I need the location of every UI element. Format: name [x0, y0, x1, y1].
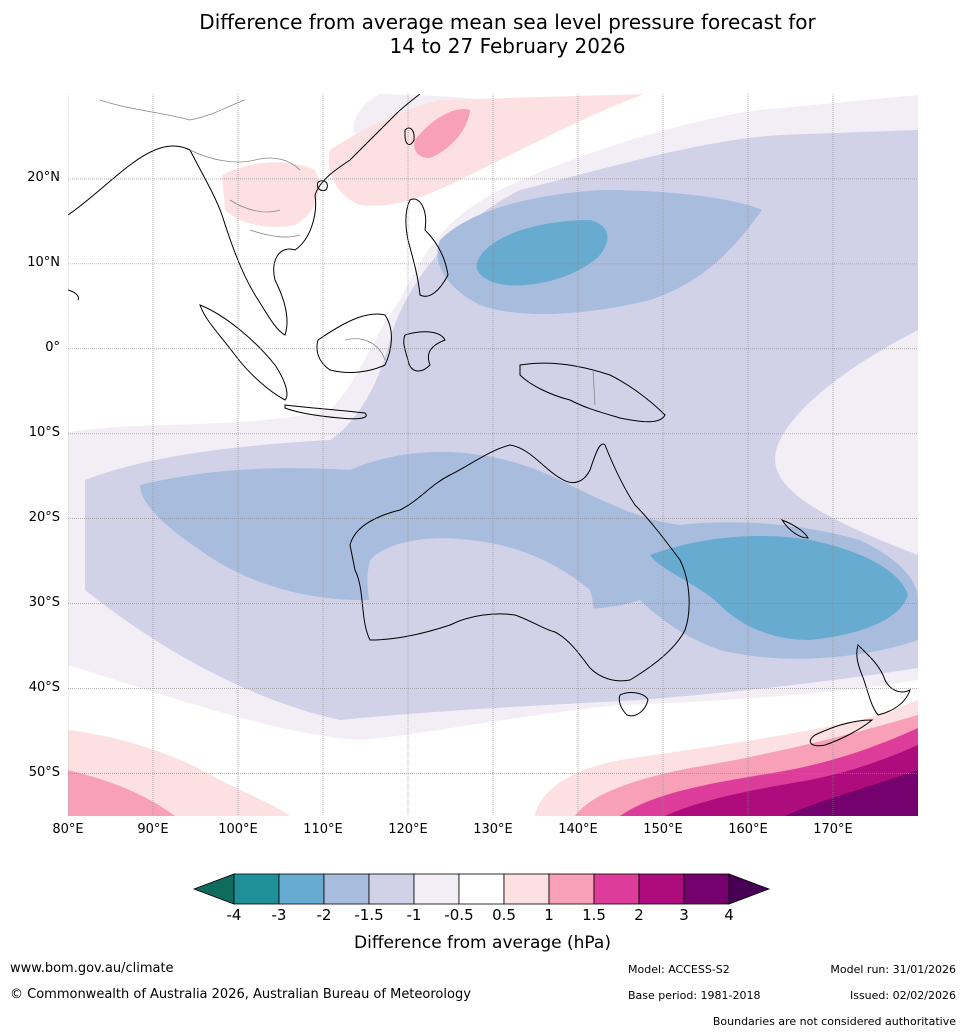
lon-label: 120°E — [388, 822, 428, 837]
coast-java — [284, 404, 367, 420]
colorbar-tick-label: 1 — [544, 906, 554, 924]
coast-philippines — [405, 198, 449, 297]
footer-model: Model: ACCESS-S2 — [628, 963, 730, 976]
coast-india-tip — [68, 289, 79, 301]
colorbar-swatch — [413, 873, 460, 905]
colorbar-swatch — [368, 873, 415, 905]
coast-borneo — [316, 313, 392, 373]
footer-issued: Issued: 02/02/2026 — [849, 989, 956, 1002]
map-title-line2: 14 to 27 February 2026 — [389, 34, 626, 58]
footer-model-run: Model run: 31/01/2026 — [830, 963, 956, 976]
gridlines — [68, 94, 918, 816]
coast-taiwan — [404, 127, 415, 146]
colorbar-tick-label: -1 — [406, 906, 422, 924]
boundaries — [99, 99, 596, 406]
pressure-contours — [68, 94, 918, 816]
footer-website: www.bom.gov.au/climate — [10, 961, 174, 976]
colorbar-tick-label: 4 — [724, 906, 734, 924]
colorbar-swatch — [548, 873, 595, 905]
colorbar-tick-label: 0.5 — [492, 906, 516, 924]
colorbar-tick-label: -1.5 — [354, 906, 384, 924]
colorbar-swatch — [323, 873, 370, 905]
footer-disclaimer: Boundaries are not considered authoritat… — [712, 1015, 956, 1028]
lon-label: 100°E — [218, 822, 258, 837]
colorbar-tick-label: 3 — [679, 906, 689, 924]
lat-label: 20°N — [27, 169, 60, 185]
coast-hainan — [317, 180, 328, 191]
lat-label: 40°S — [28, 679, 60, 695]
colorbar-tick-label: -2 — [316, 906, 332, 924]
colorbar-extend-low — [192, 873, 235, 905]
lon-label: 90°E — [137, 822, 169, 837]
lon-label: 110°E — [303, 822, 343, 837]
coast-asia-mainland — [68, 94, 421, 336]
coastlines — [68, 94, 911, 747]
lon-label: 150°E — [643, 822, 683, 837]
lon-label: 80°E — [52, 822, 84, 837]
colorbar-swatch — [683, 873, 730, 905]
contour-aus-interior — [367, 538, 594, 684]
coast-new-zealand-south — [809, 719, 874, 747]
lat-label: 0° — [45, 339, 60, 355]
colorbar-swatch — [638, 873, 685, 905]
map-title-line1: Difference from average mean sea level p… — [199, 10, 816, 34]
footer-base-period: Base period: 1981-2018 — [628, 989, 761, 1002]
contour-plus-0.5-north — [328, 94, 645, 206]
colorbar-swatch — [278, 873, 325, 905]
colorbar-tick-label: -4 — [226, 906, 242, 924]
contour-plus-3-se — [785, 770, 918, 816]
contour-plus-1-north — [414, 109, 470, 158]
lon-label: 130°E — [473, 822, 513, 837]
colorbar-tick-label: -3 — [271, 906, 287, 924]
colorbar-swatch — [593, 873, 640, 905]
lat-label: 10°S — [28, 424, 60, 440]
contour-plus-0.5-indochina — [222, 162, 319, 227]
map-title: Difference from average mean sea level p… — [0, 10, 965, 58]
colorbar-swatch — [233, 873, 280, 905]
coast-new-zealand-north — [856, 644, 911, 716]
colorbar-swatch — [458, 873, 505, 905]
coast-sumatra — [199, 304, 288, 401]
coast-tasmania — [618, 692, 649, 717]
lat-label: 50°S — [28, 764, 60, 780]
lat-label: 20°S — [28, 509, 60, 525]
colorbar-extend-high — [728, 873, 771, 905]
lat-label: 10°N — [27, 254, 60, 270]
lon-label: 170°E — [813, 822, 853, 837]
contour-minus-2-north — [476, 220, 608, 286]
colorbar-title: Difference from average (hPa) — [354, 933, 611, 953]
coast-new-caledonia — [780, 518, 809, 539]
lon-label: 160°E — [728, 822, 768, 837]
colorbar-tick-label: 2 — [634, 906, 644, 924]
coast-new-guinea — [519, 362, 666, 423]
colorbar-tick-label: 1.5 — [582, 906, 606, 924]
footer-copyright: © Commonwealth of Australia 2026, Austra… — [10, 987, 471, 1002]
coast-sulawesi — [403, 331, 446, 372]
lon-label: 140°E — [558, 822, 598, 837]
coast-australia — [349, 443, 690, 682]
colorbar-swatch — [503, 873, 550, 905]
contour-minus-2-east — [650, 535, 908, 640]
lat-label: 30°S — [28, 594, 60, 610]
colorbar-tick-label: -0.5 — [444, 906, 474, 924]
contour-plus-1-sw — [68, 770, 175, 816]
